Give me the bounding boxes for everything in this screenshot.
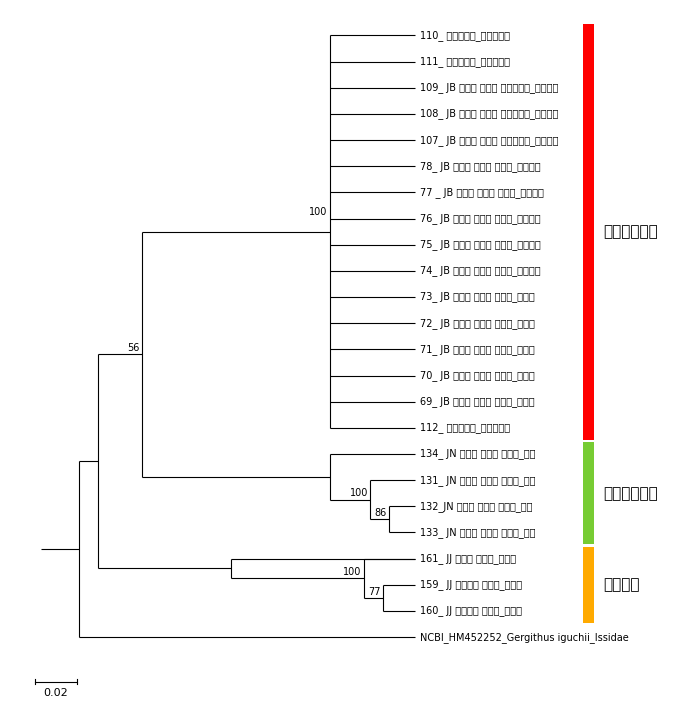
Text: 72_ JB 익산시 여산면 여산리_영산홍: 72_ JB 익산시 여산면 여산리_영산홍 (420, 318, 535, 329)
Text: 100: 100 (343, 567, 361, 577)
Text: 160_ JJ 서귀포시 상효동_산달기: 160_ JJ 서귀포시 상효동_산달기 (420, 606, 522, 616)
Text: 56: 56 (128, 343, 140, 353)
Text: 108_ JB 익산시 여산면 여산휴게소_때죽나무: 108_ JB 익산시 여산면 여산휴게소_때죽나무 (420, 109, 559, 119)
Text: 70_ JB 익산시 여산면 여산리_영산홍: 70_ JB 익산시 여산면 여산리_영산홍 (420, 370, 535, 381)
Text: 76_ JB 익산시 여산면 여산리_때죽나무: 76_ JB 익산시 여산면 여산리_때죽나무 (420, 213, 541, 224)
Text: 161_ JJ 제주시 아라동_산달기: 161_ JJ 제주시 아라동_산달기 (420, 553, 516, 564)
Text: 107_ JB 익산시 여산면 여산휴게소_때죽나무: 107_ JB 익산시 여산면 여산휴게소_때죽나무 (420, 135, 559, 146)
Text: 100: 100 (309, 207, 327, 217)
Text: 78_ JB 익산시 여산면 여산리_때죽나무: 78_ JB 익산시 여산면 여산리_때죽나무 (420, 161, 541, 172)
Text: 71_ JB 익산시 여산면 여산리_영산홍: 71_ JB 익산시 여산면 여산리_영산홍 (420, 344, 535, 355)
Text: 131_ JN 진도군 진도음 해찺리_억새: 131_ JN 진도군 진도음 해찺리_억새 (420, 475, 535, 486)
Text: 77: 77 (368, 587, 380, 597)
Text: 선녀벌레: 선녀벌레 (603, 578, 640, 592)
Text: 86: 86 (375, 508, 387, 518)
Text: 112_ 금산휴게소_아까시나무: 112_ 금산휴게소_아까시나무 (420, 423, 510, 433)
Text: 77 _ JB 익산시 여산면 여산리_때죽나무: 77 _ JB 익산시 여산면 여산리_때죽나무 (420, 187, 544, 198)
Text: 109_ JB 익산시 여산면 여산휴게소_때죽나무: 109_ JB 익산시 여산면 여산휴게소_때죽나무 (420, 82, 559, 93)
Text: 133_ JN 진도군 진도음 해찺리_억새: 133_ JN 진도군 진도음 해찺리_억새 (420, 527, 535, 538)
Text: 159_ JJ 서귀포시 상효동_산달기: 159_ JJ 서귀포시 상효동_산달기 (420, 579, 522, 590)
Bar (583, 547, 594, 622)
Text: 69_ JB 익산시 여산면 여산리_영산홍: 69_ JB 익산시 여산면 여산리_영산홍 (420, 396, 535, 407)
Text: 134_ JN 진도군 진도음 해찺리_억새: 134_ JN 진도군 진도음 해찺리_억새 (420, 449, 535, 459)
Text: 110_ 금산휴게소_아까시나무: 110_ 금산휴게소_아까시나무 (420, 30, 510, 41)
Text: 75_ JB 익산시 여산면 여산리_때죽나무: 75_ JB 익산시 여산면 여산리_때죽나무 (420, 239, 541, 250)
Text: NCBI_HM452252_Gergithus iguchii_Issidae: NCBI_HM452252_Gergithus iguchii_Issidae (420, 632, 629, 643)
Text: 74_ JB 익산시 여산면 여산리_때죽나무: 74_ JB 익산시 여산면 여산리_때죽나무 (420, 266, 541, 276)
Text: 봉화선녀벌레: 봉화선녀벌레 (603, 486, 658, 501)
Text: 111_ 금산휴게소_아까시나무: 111_ 금산휴게소_아까시나무 (420, 56, 510, 67)
Text: 0.02: 0.02 (44, 688, 68, 698)
Text: 미국선녀벌레: 미국선녀벌레 (603, 224, 658, 239)
Bar (583, 442, 594, 544)
Text: 100: 100 (350, 489, 368, 498)
Text: 73_ JB 익산시 여산면 여산리_영산홍: 73_ JB 익산시 여산면 여산리_영산홍 (420, 292, 535, 303)
Text: 132_JN 진도군 진도음 해찺리_억새: 132_JN 진도군 진도음 해찺리_억새 (420, 501, 533, 512)
Bar (583, 24, 594, 440)
